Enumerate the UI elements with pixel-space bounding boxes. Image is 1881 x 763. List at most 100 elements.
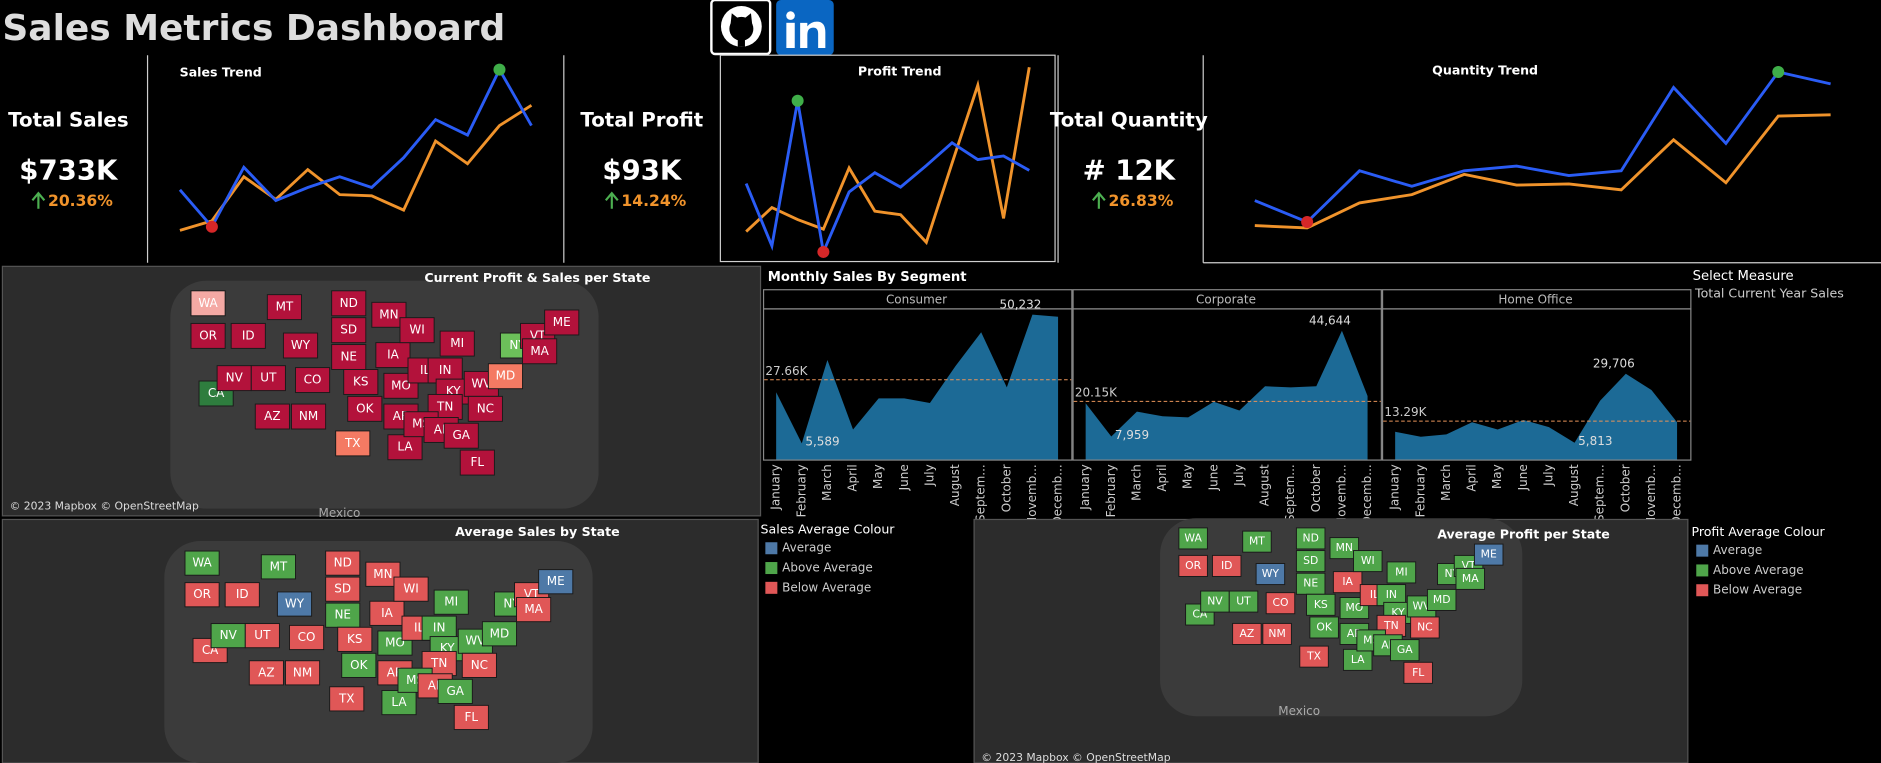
area bbox=[776, 314, 1059, 460]
state bbox=[331, 344, 367, 370]
state-label: FL bbox=[465, 710, 479, 724]
state bbox=[1473, 543, 1504, 566]
profit-trend-frame bbox=[719, 54, 1056, 263]
kpi-change: 20.36% bbox=[48, 192, 113, 210]
state-label: OK bbox=[356, 401, 374, 415]
place-label: Mexico bbox=[319, 506, 361, 520]
state-label: NM bbox=[299, 409, 318, 423]
x-tick-label: June bbox=[1516, 464, 1530, 491]
state bbox=[1299, 645, 1329, 668]
kpi-label: Total Sales bbox=[8, 109, 129, 132]
state bbox=[295, 367, 331, 394]
state bbox=[244, 623, 280, 649]
chart-title: Quantity Trend bbox=[1432, 62, 1538, 77]
measure-value[interactable]: Total Current Year Sales bbox=[1694, 285, 1844, 300]
state-label: ME bbox=[1481, 548, 1497, 561]
x-tick-label: Decemb... bbox=[1051, 464, 1065, 525]
state bbox=[421, 650, 457, 677]
state-label: IN bbox=[433, 621, 445, 635]
state-label: WA bbox=[192, 556, 212, 570]
x-tick-label: Novemb... bbox=[1334, 464, 1348, 525]
state-label: MD bbox=[496, 369, 516, 383]
state-label: GA bbox=[1397, 643, 1413, 656]
x-tick-label: August bbox=[948, 464, 962, 506]
linkedin-n[interactable] bbox=[800, 21, 826, 49]
state bbox=[393, 576, 429, 602]
x-tick-label: February bbox=[1104, 464, 1118, 517]
state-label: MO bbox=[391, 378, 411, 392]
map-attribution: © 2023 Mapbox © OpenStreetMap bbox=[981, 751, 1170, 763]
github-logo-face[interactable] bbox=[729, 16, 754, 41]
average-label: 13.29K bbox=[1384, 405, 1427, 419]
state bbox=[522, 338, 558, 365]
kpi-change: 14.24% bbox=[621, 192, 686, 210]
state-label: NC bbox=[477, 401, 494, 415]
dashboard-title: Sales Metrics Dashboard bbox=[2, 8, 505, 49]
state-label: AZ bbox=[258, 665, 274, 679]
state bbox=[1309, 616, 1339, 639]
state bbox=[331, 290, 367, 317]
state-label: NM bbox=[1268, 627, 1285, 640]
x-tick-label: October bbox=[999, 464, 1013, 512]
state-label: MA bbox=[1462, 572, 1479, 585]
x-tick-label: Decemb... bbox=[1670, 464, 1684, 525]
x-tick-label: Septem... bbox=[1283, 464, 1297, 522]
state bbox=[325, 550, 361, 576]
state bbox=[1306, 593, 1336, 616]
state bbox=[210, 623, 246, 649]
state-label: IL bbox=[1370, 588, 1379, 601]
state-label: LA bbox=[1351, 653, 1365, 666]
state bbox=[335, 430, 371, 457]
linkedin-link[interactable] bbox=[776, 0, 834, 56]
state-label: FL bbox=[1412, 666, 1424, 679]
state bbox=[399, 317, 435, 344]
value-label: 5,589 bbox=[805, 435, 839, 449]
state bbox=[331, 317, 367, 344]
state bbox=[1353, 550, 1383, 573]
state-map: WAORCAIDNVMTWYUTAZCONMNDSDNEKSOKTXMNIAMO… bbox=[1, 518, 759, 763]
state-label: UT bbox=[254, 628, 271, 642]
github-logo-ears[interactable] bbox=[730, 13, 753, 47]
kpi-value: $93K bbox=[602, 154, 683, 187]
average-label: 27.66K bbox=[765, 364, 808, 378]
state-label: OK bbox=[1316, 620, 1332, 633]
x-tick-label: April bbox=[1465, 464, 1479, 491]
state-label: MT bbox=[270, 559, 288, 573]
state bbox=[375, 342, 411, 369]
legend-label: Below Average bbox=[1713, 583, 1802, 597]
linkedin-dot[interactable] bbox=[786, 11, 795, 20]
state-label: IL bbox=[414, 621, 425, 635]
facet-frame bbox=[1381, 308, 1692, 461]
state-label: OR bbox=[1185, 559, 1201, 572]
state bbox=[184, 550, 220, 576]
x-tick-label: April bbox=[1155, 464, 1169, 491]
x-tick-label: March bbox=[820, 464, 834, 501]
legend-title: Sales Average Colour bbox=[761, 522, 896, 537]
state-label: IA bbox=[1342, 575, 1353, 588]
github-link[interactable] bbox=[710, 0, 772, 56]
area bbox=[1085, 330, 1368, 460]
state-label: TN bbox=[1383, 619, 1399, 632]
state bbox=[433, 589, 469, 615]
state bbox=[1178, 554, 1208, 577]
state-label: NC bbox=[1417, 620, 1433, 633]
state-label: WV bbox=[471, 376, 492, 390]
state bbox=[453, 704, 489, 731]
state bbox=[282, 332, 319, 359]
state bbox=[266, 294, 302, 321]
value-label: 29,706 bbox=[1593, 357, 1635, 371]
state bbox=[260, 554, 296, 580]
state-label: MN bbox=[373, 567, 392, 581]
state bbox=[254, 403, 290, 430]
state-label: FL bbox=[471, 455, 485, 469]
linkedin-i[interactable] bbox=[786, 22, 795, 49]
legend-label: Above Average bbox=[1713, 563, 1804, 577]
state bbox=[487, 363, 524, 390]
kpi-value: $733K bbox=[19, 154, 119, 187]
state-label: LA bbox=[397, 440, 413, 454]
facet-label: Home Office bbox=[1498, 292, 1572, 306]
average-label: 20.15K bbox=[1075, 385, 1118, 399]
kpi-arrow bbox=[31, 191, 46, 209]
state-label: WA bbox=[198, 296, 218, 310]
